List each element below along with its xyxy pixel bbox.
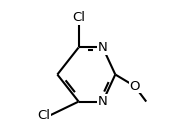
Text: Cl: Cl <box>38 109 50 122</box>
Text: O: O <box>129 80 140 93</box>
Text: N: N <box>98 41 108 54</box>
Text: Cl: Cl <box>72 11 85 24</box>
Text: N: N <box>98 95 108 108</box>
